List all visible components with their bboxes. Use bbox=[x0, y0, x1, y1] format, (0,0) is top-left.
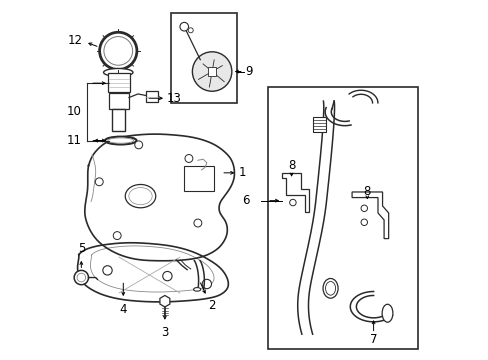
Polygon shape bbox=[282, 173, 308, 212]
Text: 3: 3 bbox=[161, 325, 168, 339]
Text: 2: 2 bbox=[207, 299, 215, 312]
Text: 9: 9 bbox=[244, 65, 252, 78]
Circle shape bbox=[74, 270, 88, 285]
Bar bbox=[183, 166, 214, 192]
Ellipse shape bbox=[381, 304, 392, 322]
Ellipse shape bbox=[128, 188, 152, 205]
Text: 6: 6 bbox=[241, 194, 249, 207]
Bar bbox=[108, 73, 129, 92]
Ellipse shape bbox=[323, 279, 337, 298]
Circle shape bbox=[360, 205, 367, 212]
Ellipse shape bbox=[325, 282, 335, 295]
Bar bbox=[171, 13, 237, 103]
Text: 12: 12 bbox=[67, 33, 82, 47]
Circle shape bbox=[188, 28, 193, 33]
Circle shape bbox=[194, 219, 202, 227]
Ellipse shape bbox=[125, 184, 155, 208]
Polygon shape bbox=[160, 296, 169, 307]
Circle shape bbox=[102, 266, 112, 275]
Circle shape bbox=[184, 154, 192, 162]
Circle shape bbox=[289, 199, 296, 206]
Bar bbox=[112, 109, 125, 131]
Text: 8: 8 bbox=[363, 185, 370, 198]
Text: 5: 5 bbox=[78, 242, 85, 255]
Circle shape bbox=[104, 37, 132, 65]
Text: 1: 1 bbox=[238, 166, 246, 179]
Circle shape bbox=[202, 279, 211, 289]
Ellipse shape bbox=[193, 288, 201, 291]
Text: 8: 8 bbox=[287, 159, 295, 172]
Bar bbox=[267, 87, 418, 348]
Bar bbox=[207, 67, 216, 76]
Text: 7: 7 bbox=[369, 333, 377, 346]
Ellipse shape bbox=[105, 136, 136, 144]
Circle shape bbox=[180, 22, 188, 31]
Ellipse shape bbox=[108, 138, 133, 143]
Text: 13: 13 bbox=[167, 92, 182, 105]
Circle shape bbox=[192, 52, 231, 91]
Text: 4: 4 bbox=[119, 303, 127, 316]
Circle shape bbox=[77, 273, 85, 282]
Bar bbox=[313, 117, 325, 132]
Ellipse shape bbox=[103, 68, 133, 76]
Circle shape bbox=[95, 178, 103, 186]
Polygon shape bbox=[351, 192, 388, 239]
Circle shape bbox=[360, 219, 367, 225]
Circle shape bbox=[100, 32, 137, 69]
Bar bbox=[109, 93, 128, 109]
Text: 11: 11 bbox=[66, 134, 81, 147]
Text: 10: 10 bbox=[66, 105, 81, 118]
Circle shape bbox=[163, 271, 172, 281]
Circle shape bbox=[135, 141, 142, 149]
Circle shape bbox=[113, 231, 121, 239]
Bar bbox=[146, 91, 158, 102]
